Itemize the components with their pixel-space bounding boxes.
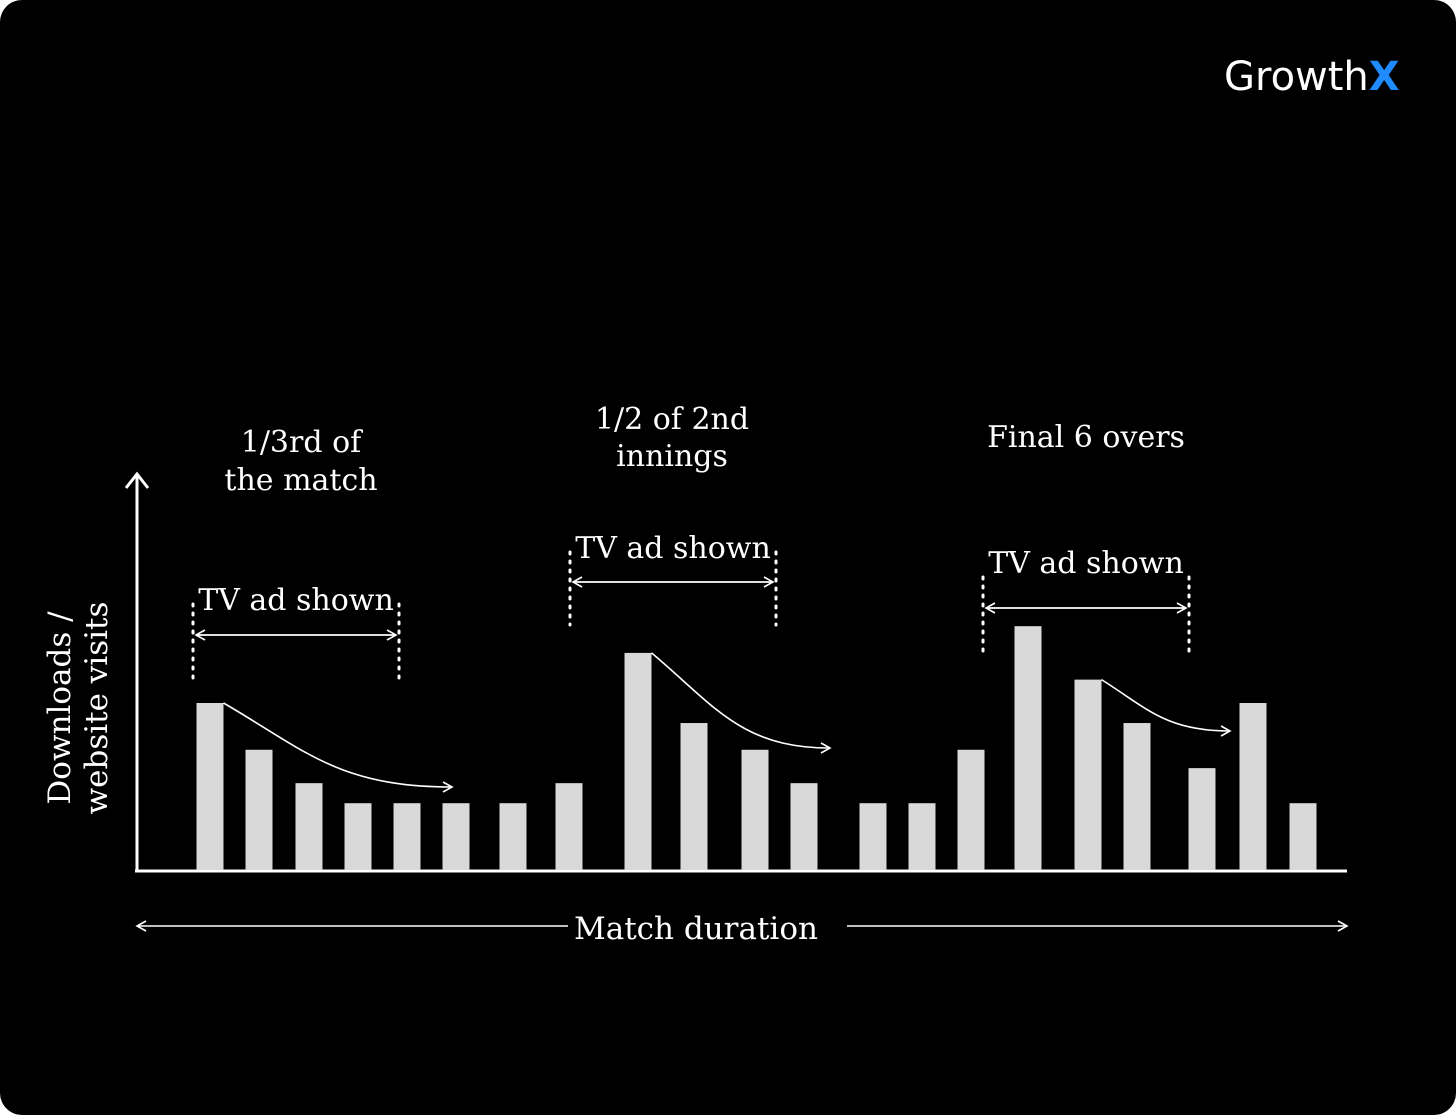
bar-7 bbox=[499, 803, 527, 870]
bar-17 bbox=[1074, 679, 1102, 870]
bar-4 bbox=[344, 803, 372, 870]
bar-15 bbox=[957, 749, 985, 870]
bar-2 bbox=[245, 749, 273, 870]
y-axis-label-line1: Downloads / bbox=[42, 611, 78, 805]
y-axis-label-line2: website visits bbox=[79, 602, 115, 815]
bar-14 bbox=[908, 803, 936, 870]
growthx-logo: GrowthX bbox=[1224, 54, 1400, 100]
decay-trend-arrow bbox=[1101, 678, 1232, 737]
bar-9 bbox=[624, 652, 652, 870]
bar-18 bbox=[1123, 723, 1151, 870]
bar-21 bbox=[1289, 803, 1317, 870]
bar-6 bbox=[442, 803, 470, 870]
bar-13 bbox=[859, 803, 887, 870]
annotation-second-innings: 1/2 of 2nd innings TV ad shown bbox=[568, 402, 832, 754]
period-label-line1: Final 6 overs bbox=[987, 420, 1185, 455]
y-axis-arrowhead bbox=[124, 471, 150, 489]
bar-19 bbox=[1188, 768, 1216, 870]
bar-12 bbox=[790, 783, 818, 870]
bar-group bbox=[196, 626, 1317, 870]
logo-text-main: Growth bbox=[1224, 54, 1369, 100]
tv-ad-label: TV ad shown bbox=[575, 531, 771, 566]
logo-text-accent: X bbox=[1369, 54, 1400, 100]
annotation-final-overs: Final 6 overs TV ad shown bbox=[981, 420, 1232, 737]
tv-ad-label: TV ad shown bbox=[198, 583, 394, 618]
bar-1 bbox=[196, 703, 224, 870]
bar-3 bbox=[295, 783, 323, 870]
period-label-line1: 1/2 of 2nd bbox=[595, 402, 749, 437]
bar-10 bbox=[680, 723, 708, 870]
bar-20 bbox=[1239, 703, 1267, 870]
annotation-first-third: 1/3rd of the match TV ad shown bbox=[191, 425, 454, 793]
bar-5 bbox=[393, 803, 421, 870]
period-label-line2: the match bbox=[224, 463, 377, 498]
decay-trend-arrow bbox=[223, 702, 454, 793]
x-axis-label: Match duration bbox=[574, 911, 818, 947]
period-label-line1: 1/3rd of bbox=[241, 425, 363, 460]
decay-trend-arrow bbox=[650, 652, 832, 754]
bar-8 bbox=[555, 783, 583, 870]
period-label-line2: innings bbox=[616, 439, 728, 474]
tv-ad-label: TV ad shown bbox=[988, 546, 1184, 581]
bar-16 bbox=[1014, 626, 1042, 870]
bar-11 bbox=[741, 749, 769, 870]
